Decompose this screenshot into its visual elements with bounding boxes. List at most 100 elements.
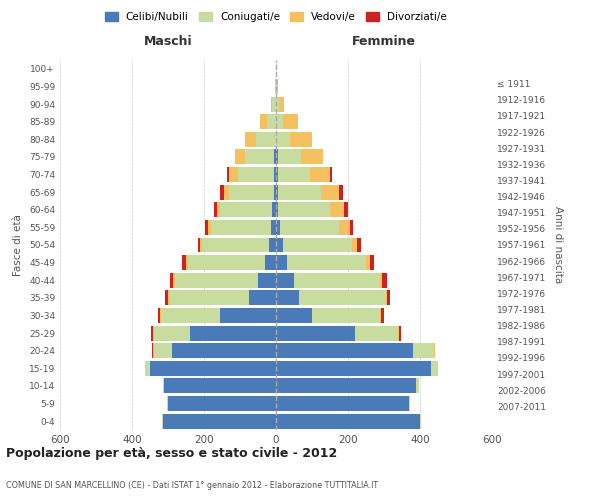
Bar xyxy=(381,308,384,323)
Bar xyxy=(276,220,280,235)
Bar xyxy=(168,396,276,411)
Bar xyxy=(190,326,276,340)
Bar xyxy=(158,308,160,323)
Bar xyxy=(163,378,164,394)
Bar xyxy=(413,343,434,358)
Bar xyxy=(214,202,217,218)
Bar xyxy=(170,273,173,287)
Bar xyxy=(211,220,271,235)
Bar xyxy=(276,150,278,164)
Bar xyxy=(227,167,229,182)
Bar xyxy=(260,114,267,129)
Bar xyxy=(276,167,278,182)
Text: Popolazione per età, sesso e stato civile - 2012: Popolazione per età, sesso e stato civil… xyxy=(6,448,337,460)
Bar xyxy=(276,308,312,323)
Bar xyxy=(276,343,413,358)
Bar xyxy=(220,308,276,323)
Bar xyxy=(280,220,339,235)
Bar xyxy=(398,326,399,340)
Bar xyxy=(431,361,438,376)
Bar xyxy=(245,132,256,147)
Bar xyxy=(160,308,161,323)
Y-axis label: Anni di nascita: Anni di nascita xyxy=(553,206,563,284)
Bar xyxy=(274,184,276,200)
Bar xyxy=(287,255,366,270)
Bar xyxy=(151,326,152,340)
Bar xyxy=(271,220,276,235)
Bar xyxy=(276,96,279,112)
Bar xyxy=(278,184,321,200)
Bar xyxy=(370,255,374,270)
Bar xyxy=(357,238,361,252)
Bar xyxy=(202,238,269,252)
Bar xyxy=(208,220,211,235)
Bar xyxy=(267,114,276,129)
Bar xyxy=(277,79,278,94)
Bar xyxy=(167,396,168,411)
Bar xyxy=(229,167,238,182)
Bar xyxy=(182,255,186,270)
Bar xyxy=(152,343,153,358)
Bar xyxy=(276,396,409,411)
Bar xyxy=(278,167,310,182)
Bar xyxy=(276,361,431,376)
Bar xyxy=(238,167,274,182)
Bar xyxy=(312,308,380,323)
Bar xyxy=(420,414,421,428)
Bar xyxy=(274,150,276,164)
Bar xyxy=(339,220,350,235)
Bar xyxy=(276,114,283,129)
Bar xyxy=(188,255,265,270)
Bar xyxy=(283,114,298,129)
Bar xyxy=(276,184,278,200)
Bar xyxy=(276,290,299,306)
Bar xyxy=(366,255,370,270)
Bar xyxy=(294,273,380,287)
Bar xyxy=(272,96,276,112)
Bar xyxy=(229,184,274,200)
Bar xyxy=(330,167,332,182)
Bar xyxy=(153,343,154,358)
Bar xyxy=(330,202,344,218)
Bar xyxy=(276,273,294,287)
Bar xyxy=(271,96,272,112)
Bar xyxy=(150,361,276,376)
Bar xyxy=(310,167,330,182)
Bar xyxy=(186,255,188,270)
Bar xyxy=(272,202,276,218)
Bar xyxy=(416,378,419,394)
Bar xyxy=(265,255,276,270)
Bar xyxy=(301,150,323,164)
Bar xyxy=(276,132,290,147)
Bar xyxy=(382,273,386,287)
Bar xyxy=(276,202,278,218)
Y-axis label: Fasce di età: Fasce di età xyxy=(13,214,23,276)
Bar xyxy=(256,132,276,147)
Bar xyxy=(154,343,172,358)
Bar xyxy=(269,238,276,252)
Bar xyxy=(352,238,357,252)
Bar xyxy=(164,378,276,394)
Bar xyxy=(380,308,381,323)
Text: Femmine: Femmine xyxy=(352,34,416,48)
Bar xyxy=(276,326,355,340)
Bar xyxy=(220,202,272,218)
Bar xyxy=(276,79,277,94)
Bar xyxy=(275,79,276,94)
Bar xyxy=(435,343,436,358)
Bar xyxy=(175,273,258,287)
Bar xyxy=(279,96,284,112)
Bar xyxy=(258,273,276,287)
Bar xyxy=(200,238,202,252)
Bar xyxy=(283,238,352,252)
Bar xyxy=(217,202,220,218)
Bar xyxy=(163,414,276,428)
Bar xyxy=(278,202,330,218)
Bar xyxy=(235,150,245,164)
Bar xyxy=(274,167,276,182)
Bar xyxy=(170,290,249,306)
Bar xyxy=(205,220,208,235)
Bar xyxy=(145,361,150,376)
Bar xyxy=(173,273,175,287)
Text: Maschi: Maschi xyxy=(143,34,193,48)
